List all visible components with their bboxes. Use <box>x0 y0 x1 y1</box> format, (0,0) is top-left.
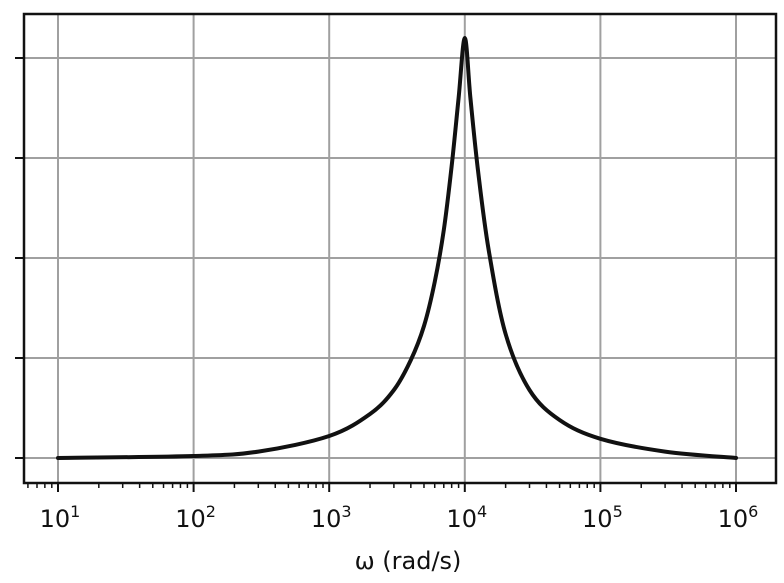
x-tick-label: 105 <box>582 502 623 533</box>
x-tick-label: 101 <box>40 502 81 533</box>
series-line <box>56 36 738 460</box>
x-tick-labels: 101 102 103 104 105 106 <box>40 502 759 533</box>
x-axis-label: ω (rad/s) <box>355 547 462 575</box>
grid-lines <box>24 14 776 483</box>
x-tick-label: 102 <box>175 502 216 533</box>
x-tick-label: 104 <box>446 502 487 533</box>
x-tick-label: 106 <box>718 502 759 533</box>
plot-frame <box>22 12 778 485</box>
major-ticks <box>15 57 737 492</box>
x-tick-label: 103 <box>311 502 352 533</box>
